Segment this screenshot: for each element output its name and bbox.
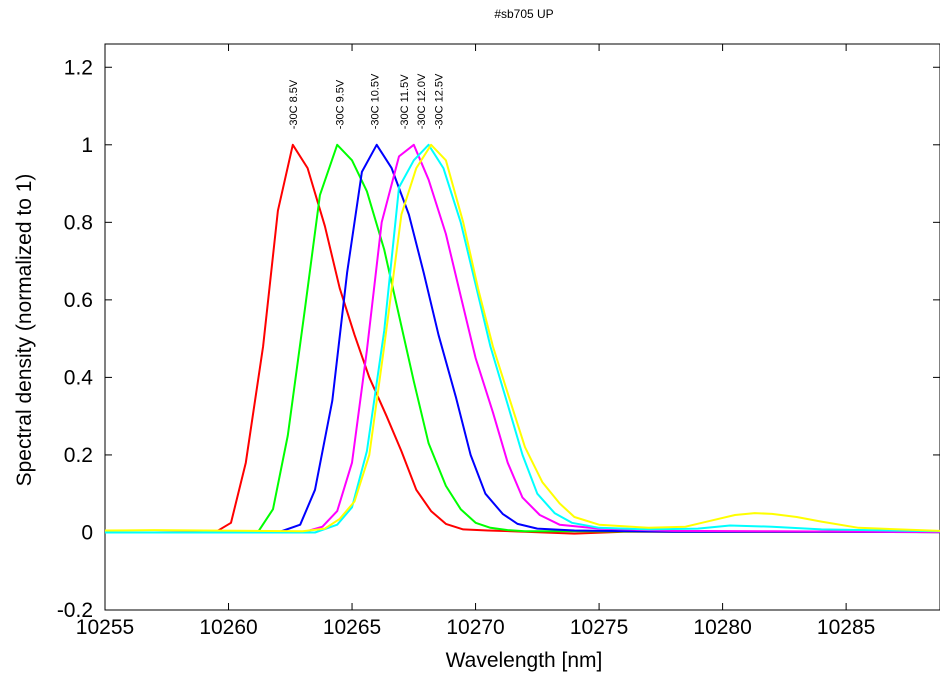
series-line-30c-12-5v xyxy=(104,143,940,533)
y-tick-label: 0.6 xyxy=(64,289,93,312)
series-line-30c-12-0v xyxy=(105,143,940,534)
y-tick-label: -0.2 xyxy=(57,599,93,622)
y-tick-label: 0 xyxy=(81,521,93,544)
series-line-30c-9-5v xyxy=(105,143,940,534)
series-annotation-label: -30C 9.5V xyxy=(335,79,347,129)
series-line-30c-8-5v xyxy=(105,143,940,535)
y-axis-label: Spectral density (normalized to 1) xyxy=(13,174,36,487)
y-tick-label: 1.2 xyxy=(64,56,93,79)
series-group xyxy=(104,143,940,535)
x-tick-label: 10265 xyxy=(323,616,381,639)
chart-title: #sb705 UP xyxy=(494,7,553,21)
y-tick-label: 0.2 xyxy=(64,444,93,467)
plot-area xyxy=(104,43,940,611)
x-tick-label: 10260 xyxy=(199,616,257,639)
y-tick-label: 0.8 xyxy=(64,211,93,234)
annotations-group: -30C 8.5V -30C 9.5V -30C 10.5V -30C 11.5V -3… xyxy=(288,73,446,129)
x-tick-label: 10270 xyxy=(446,616,504,639)
x-tick-label: 10255 xyxy=(76,616,134,639)
series-line-30c-11-5v xyxy=(105,143,940,534)
x-tick-labels: 10255 10260 10265 10270 10275 10280 10285 xyxy=(76,616,876,639)
x-axis-label: Wavelength [nm] xyxy=(446,649,603,672)
x-tick-label: 10285 xyxy=(817,616,875,639)
x-tick-label: 10280 xyxy=(693,616,751,639)
series-annotation-label: -30C 12.0V xyxy=(416,73,428,129)
series-annotation-label: -30C 12.5V xyxy=(434,73,446,129)
y-tick-label: 1 xyxy=(81,134,93,157)
y-tick-label: 0.4 xyxy=(64,366,94,389)
y-tick-labels: -0.2 0 0.2 0.4 0.6 0.8 1 1.2 xyxy=(57,56,93,622)
series-annotation-label: -30C 8.5V xyxy=(288,79,300,129)
x-tick-label: 10275 xyxy=(570,616,628,639)
series-line-30c-10-5v xyxy=(105,143,940,534)
series-annotation-label: -30C 11.5V xyxy=(399,74,411,129)
series-annotation-label: -30C 10.5V xyxy=(369,73,381,129)
